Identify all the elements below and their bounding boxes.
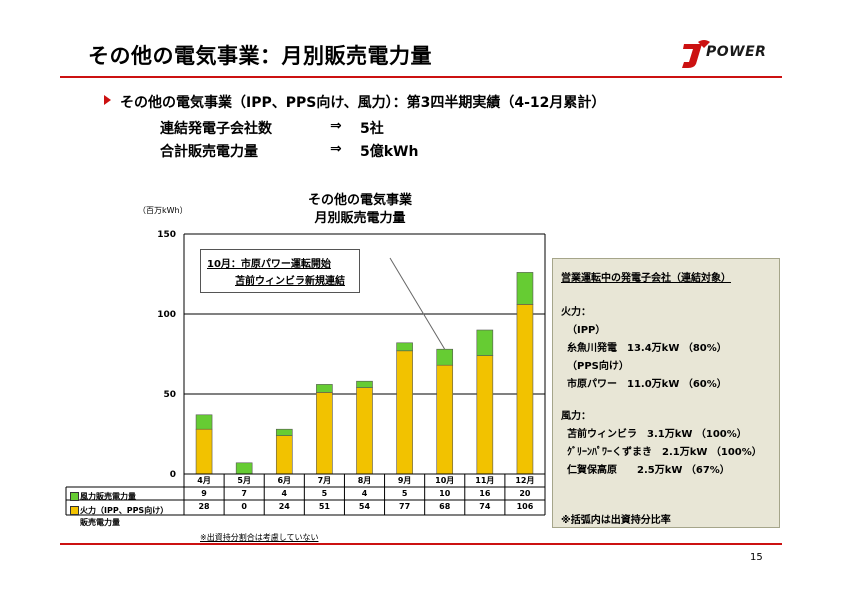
x-tick-label: 12月 [515, 476, 535, 485]
x-tick-label: 8月 [357, 476, 372, 485]
thermal-value-label: 28 [198, 502, 210, 511]
x-tick-label: 4月 [197, 476, 211, 485]
subsidiary-count-value: 5社 [360, 121, 384, 137]
panel-footnote: ※括弧内は出資持分比率 [561, 515, 671, 526]
wind-value-label: 4 [281, 489, 288, 498]
wind-legend-label: 風力販売電力量 [80, 492, 136, 501]
y-tick-label: 100 [157, 310, 176, 320]
thermal-legend-label-2: 販売電力量 [80, 518, 120, 527]
thermal-value-label: 74 [479, 502, 491, 511]
wind-bar [516, 272, 534, 305]
y-tick-label: 0 [170, 470, 176, 480]
subsidiary-count-label: 連結発電子会社数 [160, 121, 272, 137]
thermal-value-label: 51 [318, 502, 330, 511]
wind-bar [195, 414, 213, 430]
ipp-heading: （IPP） [567, 325, 606, 336]
y-tick-label: 150 [157, 230, 176, 240]
thermal-legend-swatch [70, 506, 79, 515]
page-number: 15 [750, 552, 763, 563]
thermal-bar [476, 355, 494, 475]
wind-legend-swatch [70, 492, 79, 501]
chart-title: その他の電気事業 [307, 193, 412, 208]
thermal-value-label: 0 [241, 502, 247, 511]
x-tick-label: 9月 [397, 476, 412, 485]
wind-item-1: 苫前ウィンビラ 3.1万kW （100%） [567, 429, 747, 440]
y-axis-unit: （百万kWh） [138, 206, 188, 215]
chart-subtitle: 月別販売電力量 [314, 211, 406, 226]
panel-heading: 営業運転中の発電子会社（連結対象） [561, 273, 731, 284]
thermal-value-label: 106 [516, 502, 534, 511]
wind-bar [275, 428, 293, 436]
wind-value-label: 5 [401, 489, 408, 498]
thermal-value-label: 54 [358, 502, 371, 511]
wind-value-label: 4 [361, 489, 368, 498]
wind-value-label: 9 [201, 489, 207, 498]
summary-headline: その他の電気事業（IPP、PPS向け、風力）：第3四半期実績（4-12月累計） [120, 95, 606, 111]
thermal-bar [516, 304, 534, 475]
bullet-arrow-icon [104, 95, 111, 105]
page-title: その他の電気事業：月別販売電力量 [88, 44, 432, 68]
wind-bar [356, 380, 373, 388]
annotation-pointer [389, 257, 446, 350]
wind-value-label: 7 [241, 489, 247, 498]
bottom-divider [60, 543, 782, 545]
subsidiary-panel: 営業運転中の発電子会社（連結対象） 火力： （IPP） 糸魚川発電 13.4万k… [552, 258, 780, 528]
arrow-icon: ⇒ [330, 118, 342, 134]
annotation-callout: 10月：市原パワー運転開始 苫前ウィンビラ新規連結 [200, 249, 360, 293]
wind-bar [316, 384, 333, 393]
thermal-bar [316, 392, 333, 475]
title-divider [60, 76, 782, 78]
x-tick-label: 6月 [277, 476, 292, 485]
logo-text: POWER [706, 44, 767, 60]
x-tick-label: 11月 [475, 476, 495, 485]
arrow-icon: ⇒ [330, 141, 342, 157]
thermal-value-label: 77 [399, 502, 411, 511]
thermal-heading: 火力： [561, 307, 591, 318]
thermal-value-label: 68 [439, 502, 451, 511]
wind-value-label: 5 [321, 489, 328, 498]
wind-value-label: 20 [519, 489, 531, 498]
total-sales-value: 5億kWh [360, 144, 419, 160]
thermal-bar [275, 435, 293, 475]
ipp-item: 糸魚川発電 13.4万kW （80%） [567, 343, 727, 354]
wind-heading: 風力： [561, 411, 591, 422]
annotation-line2: 苫前ウィンビラ新規連結 [235, 276, 345, 287]
wind-bar [235, 462, 253, 475]
x-tick-label: 5月 [237, 476, 251, 485]
total-sales-label: 合計販売電力量 [160, 144, 258, 160]
thermal-bar [436, 364, 454, 475]
wind-bar [476, 329, 494, 356]
wind-value-label: 10 [439, 489, 451, 498]
wind-bar [436, 348, 454, 366]
pps-item: 市原パワー 11.0万kW （60%） [567, 379, 727, 390]
wind-item-2: ｸﾞﾘｰﾝﾊﾟﾜｰくずまき 2.1万kW （100%） [567, 447, 762, 458]
wind-value-label: 16 [479, 489, 491, 498]
thermal-bar [356, 387, 373, 475]
annotation-line1: 10月：市原パワー運転開始 [207, 259, 331, 270]
wind-item-3: 仁賀保高原 2.5万kW （67%） [567, 465, 730, 476]
x-tick-label: 10月 [435, 476, 455, 485]
x-tick-label: 7月 [317, 476, 332, 485]
thermal-bar [396, 350, 413, 475]
chart-note: ※出資持分割合は考慮していない [200, 533, 319, 542]
jpower-logo-icon [682, 40, 710, 68]
wind-bar [396, 342, 413, 352]
thermal-legend-label-1: 火力（IPP、PPS向け） [80, 506, 169, 515]
chart-title-block: その他の電気事業 月別販売電力量 [250, 192, 470, 228]
thermal-value-label: 24 [278, 502, 290, 511]
y-tick-label: 50 [163, 390, 176, 400]
thermal-bar [195, 428, 213, 475]
pps-heading: （PPS向け） [567, 361, 629, 372]
